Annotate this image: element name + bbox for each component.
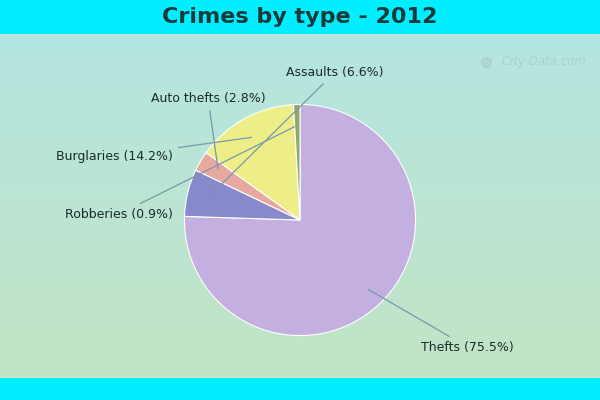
Bar xyxy=(0,0,600,34)
Wedge shape xyxy=(196,153,300,220)
Wedge shape xyxy=(206,105,300,220)
Text: Robberies (0.9%): Robberies (0.9%) xyxy=(65,126,295,221)
Text: Assaults (6.6%): Assaults (6.6%) xyxy=(210,66,383,196)
Text: Auto thefts (2.8%): Auto thefts (2.8%) xyxy=(151,92,265,169)
Text: City-Data.com: City-Data.com xyxy=(498,56,586,68)
Wedge shape xyxy=(184,104,416,336)
Bar xyxy=(0,378,600,400)
Text: Thefts (75.5%): Thefts (75.5%) xyxy=(368,290,514,354)
Wedge shape xyxy=(293,104,300,220)
Wedge shape xyxy=(185,170,300,220)
Text: Burglaries (14.2%): Burglaries (14.2%) xyxy=(56,137,251,163)
Text: Crimes by type - 2012: Crimes by type - 2012 xyxy=(163,7,437,27)
